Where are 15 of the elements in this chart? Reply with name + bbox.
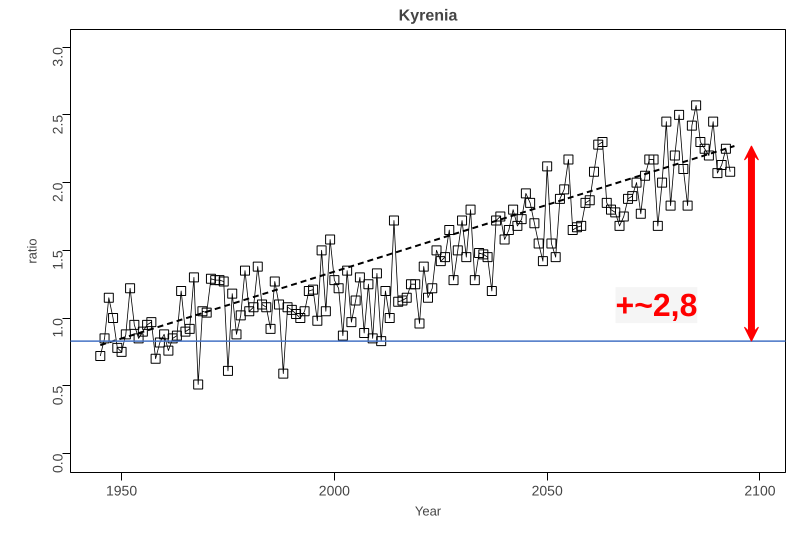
x-axis-title: Year (414, 504, 442, 518)
y-tick-label: 0.0 (50, 453, 66, 473)
y-axis-title: ratio (24, 238, 40, 264)
y-tick-label: 3.0 (50, 46, 66, 67)
y-tick-label: 1.0 (50, 318, 66, 338)
y-tick-label: 2.0 (50, 182, 66, 202)
y-tick-label: 0.5 (50, 386, 66, 406)
x-tick-label: 1950 (106, 482, 138, 498)
y-tick-label: 2.5 (50, 114, 66, 134)
x-tick-label: 2000 (318, 482, 350, 498)
x-tick-label: 2100 (744, 482, 776, 498)
annotation: +~2,8 (616, 287, 698, 324)
chart-title: Kyrenia (398, 8, 458, 24)
x-tick-label: 2050 (532, 482, 563, 498)
y-tick-label: 1.5 (50, 250, 66, 270)
